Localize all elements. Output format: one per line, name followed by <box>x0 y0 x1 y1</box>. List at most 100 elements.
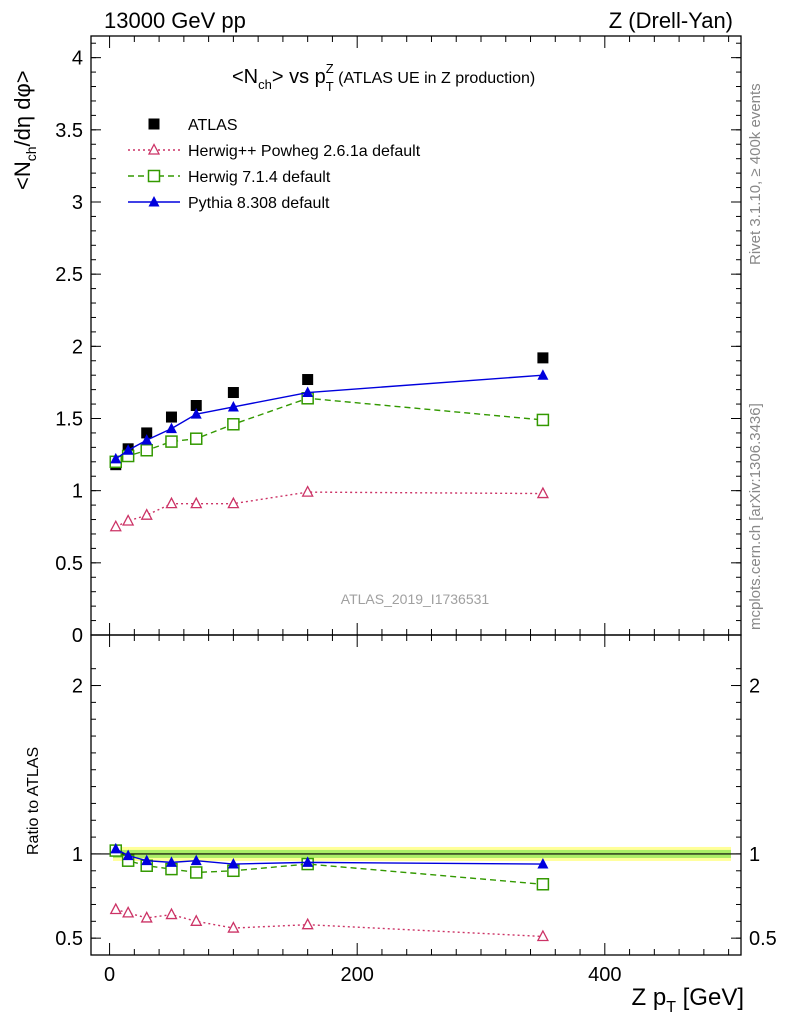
main-herwig-powheg-2-6-1a-default-point <box>301 485 314 497</box>
main-atlas-point <box>227 387 239 399</box>
main-ytick-label: 4 <box>72 48 83 70</box>
watermark: ATLAS_2019_I1736531 <box>341 591 490 607</box>
main-herwig-powheg-2-6-1a-default-point <box>536 486 549 499</box>
ratio-ytick-label: 2 <box>72 676 83 698</box>
main-herwig-powheg-2-6-1a-default-point <box>122 514 135 526</box>
plot-title-sub2: T <box>326 79 334 94</box>
plot-title-sub: ch <box>258 77 272 92</box>
ratio-herwig-powheg-2-6-1a-default-point <box>109 902 122 915</box>
ratio-ytick-label-right: 1 <box>749 844 760 866</box>
main-pythia-8-308-default-point <box>190 408 202 419</box>
header-left: 13000 GeV pp <box>104 8 246 33</box>
main-herwig-7-1-4-default-point <box>165 435 178 448</box>
header-right: Z (Drell-Yan) <box>609 8 733 33</box>
main-ylabel: <Nch/dη dφ> <box>10 70 39 190</box>
xlabel-a: Z p <box>632 984 667 1011</box>
main-ytick-label: 0 <box>72 625 83 647</box>
plot-title-sup: Z <box>326 61 334 76</box>
main-ytick-label: 3.5 <box>55 120 83 142</box>
main-ylabel-a: <N <box>10 161 35 190</box>
ratio-xtick-label: 0 <box>104 964 115 986</box>
ratio-herwig-powheg-2-6-1a-default-line <box>115 908 543 938</box>
xlabel-b: [GeV] <box>676 984 744 1011</box>
main-ytick-label: 0.5 <box>55 553 83 575</box>
ratio-herwig-powheg-2-6-1a-default-point <box>165 907 178 920</box>
ratio-herwig-powheg-2-6-1a-default-point <box>122 905 135 918</box>
main-herwig-7-1-4-default-line <box>115 397 543 463</box>
legend-pythia-8-308-default-marker <box>148 196 160 207</box>
side-label-top: Rivet 3.1.10, ≥ 400k events <box>747 83 764 265</box>
ratio-herwig-7-1-4-default-line <box>115 850 543 885</box>
ratio-herwig-powheg-2-6-1a-default-point <box>536 929 549 942</box>
main-herwig-7-1-4-default-point <box>536 413 550 427</box>
main-herwig-powheg-2-6-1a-default-point <box>109 519 122 532</box>
ratio-pythia-8-308-default-point <box>537 858 549 869</box>
main-ytick-label: 3 <box>72 192 83 214</box>
ratio-herwig-powheg-2-6-1a-default-point <box>301 917 314 930</box>
ratio-ylabel: Ratio to ATLAS <box>25 747 42 855</box>
legend: ATLAS Herwig++ Powheg 2.6.1a default Herwi… <box>128 117 421 212</box>
main-pythia-8-308-default-point <box>302 386 314 398</box>
main-herwig-powheg-2-6-1a-default-point <box>227 496 240 509</box>
main-ytick-label: 1.5 <box>55 408 83 430</box>
ratio-herwig-powheg-2-6-1a-default-point <box>140 911 153 923</box>
main-herwig-powheg-2-6-1a-default-point <box>140 508 153 520</box>
main-pythia-8-308-default-point <box>227 400 239 412</box>
ratio-ytick-label-right: 0.5 <box>749 928 777 950</box>
main-ylabel-b: /dη dφ> <box>10 70 35 146</box>
plot-title-main: <N <box>232 66 258 88</box>
legend-herwig-powheg-2-6-1a-default-label: Herwig++ Powheg 2.6.1a default <box>188 143 421 160</box>
ratio-pythia-8-308-default-point <box>122 849 134 861</box>
main-atlas-point <box>141 427 153 439</box>
ratio-pythia-8-308-default-point <box>227 858 239 869</box>
legend-herwig-powheg-2-6-1a-default-marker <box>147 143 161 155</box>
main-ytick-label: 2 <box>72 336 83 358</box>
main-pythia-8-308-default-line <box>115 374 543 460</box>
ratio-pythia-8-308-default-point <box>190 854 202 866</box>
main-herwig-7-1-4-default-point <box>227 418 240 431</box>
main-atlas-point <box>190 400 202 412</box>
ratio-pythia-8-308-default-point <box>110 842 122 854</box>
legend-herwig-7-1-4-default-marker <box>147 169 161 183</box>
legend-atlas-marker <box>148 118 160 130</box>
main-pythia-8-308-default-point <box>122 444 134 455</box>
main-herwig-powheg-2-6-1a-default-point <box>190 496 203 509</box>
main-atlas-point <box>302 374 314 386</box>
main-herwig-7-1-4-default-point <box>140 443 153 457</box>
ratio-pythia-8-308-default-point <box>302 856 314 867</box>
xlabel-sub: T <box>666 999 676 1016</box>
main-pythia-8-308-default-point <box>141 434 153 445</box>
ratio-herwig-powheg-2-6-1a-default-point <box>190 914 203 926</box>
main-atlas-point <box>537 352 549 364</box>
main-herwig-powheg-2-6-1a-default-line <box>115 491 543 528</box>
main-herwig-7-1-4-default-point <box>189 432 203 445</box>
plot-title-mid: > vs p <box>272 66 326 88</box>
main-herwig-powheg-2-6-1a-default-point <box>165 496 178 509</box>
legend-pythia-8-308-default-label: Pythia 8.308 default <box>188 195 330 212</box>
ratio-ytick-label: 1 <box>72 844 83 866</box>
ratio-xtick-label: 200 <box>341 964 374 986</box>
plot-title-rest: (ATLAS UE in Z production) <box>334 70 536 87</box>
main-ytick-label: 2.5 <box>55 264 83 286</box>
ratio-herwig-powheg-2-6-1a-default-point <box>227 921 240 933</box>
ratio-ytick-label: 0.5 <box>55 928 83 950</box>
xlabel: Z pT [GeV] <box>632 984 745 1016</box>
main-panel: 0 0.5 1 1.5 2 2.5 3 3.5 4 <box>55 35 742 647</box>
ratio-herwig-7-1-4-default-point <box>189 866 203 879</box>
ratio-pythia-8-308-default-point <box>165 856 177 867</box>
main-ylabel-sub: ch <box>23 146 39 161</box>
ratio-frame <box>90 634 742 956</box>
legend-herwig-7-1-4-default-label: Herwig 7.1.4 default <box>188 169 331 186</box>
side-label-bottom: mcplots.cern.ch [arXiv:1306.3436] <box>747 403 764 630</box>
main-pythia-8-308-default-point <box>110 452 122 464</box>
ratio-herwig-7-1-4-default-point <box>536 878 550 891</box>
ratio-panel: 0.5 0.5 1 1 2 2 0 200 400 <box>55 634 777 986</box>
main-atlas-point <box>165 411 177 423</box>
legend-atlas-label: ATLAS <box>188 117 238 134</box>
main-pythia-8-308-default-point <box>165 422 177 434</box>
ratio-pythia-8-308-default-point <box>141 854 153 866</box>
plot-title: <Nch> vs pZ T (ATLAS UE in Z production) <box>232 61 535 94</box>
ratio-ytick-label-right: 2 <box>749 676 760 698</box>
main-pythia-8-308-default-point <box>537 369 549 380</box>
